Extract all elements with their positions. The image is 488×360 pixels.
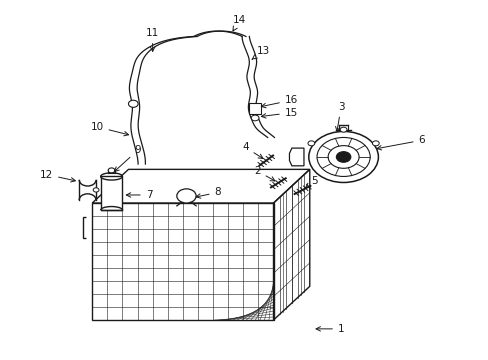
Text: 15: 15 (261, 108, 297, 118)
Circle shape (251, 115, 259, 121)
Text: 3: 3 (335, 102, 344, 131)
Circle shape (177, 189, 196, 203)
Circle shape (93, 188, 99, 192)
Text: 1: 1 (315, 324, 344, 334)
Text: 12: 12 (40, 170, 75, 182)
Circle shape (336, 152, 350, 162)
Circle shape (308, 131, 378, 183)
Circle shape (128, 100, 138, 107)
Text: 2: 2 (254, 166, 274, 181)
Bar (249, 103, 261, 114)
Circle shape (327, 145, 358, 168)
Text: 8: 8 (196, 188, 221, 198)
Text: 7: 7 (126, 190, 152, 200)
Text: 14: 14 (232, 15, 246, 31)
Text: 13: 13 (252, 46, 270, 59)
Text: 10: 10 (90, 122, 128, 136)
Circle shape (108, 168, 115, 173)
Text: 16: 16 (261, 95, 297, 108)
Text: 11: 11 (146, 28, 159, 51)
Text: 6: 6 (376, 135, 425, 150)
Circle shape (340, 127, 346, 132)
Circle shape (372, 141, 379, 146)
Circle shape (307, 141, 314, 146)
Bar (101, 176, 122, 210)
Text: 4: 4 (242, 143, 263, 158)
Text: 9: 9 (114, 145, 141, 171)
Circle shape (316, 138, 369, 176)
Text: 5: 5 (305, 176, 317, 188)
